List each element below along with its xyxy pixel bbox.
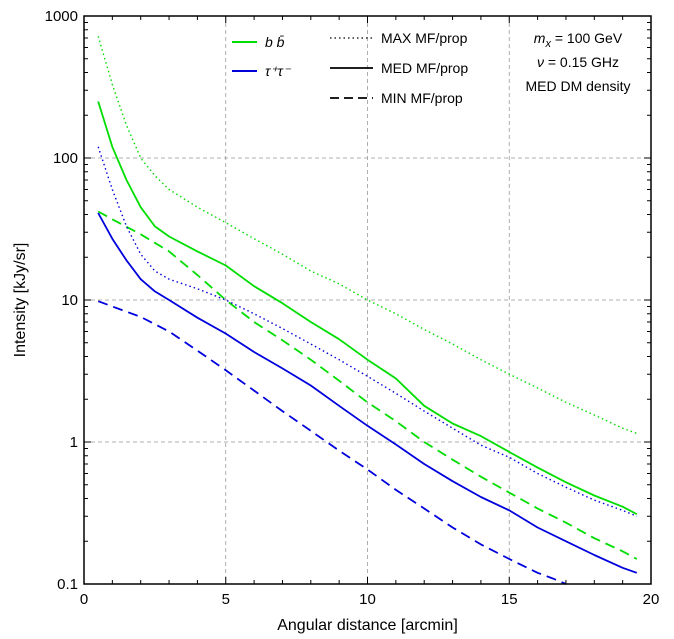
series-tautau-dotted [97, 146, 638, 517]
y-tick-label: 0.1 [57, 576, 78, 593]
series-tautau-dashed [97, 300, 567, 585]
channel-legend: b b̄ τ⁺τ⁻ [232, 34, 292, 79]
x-axis-title: Angular distance [arcmin] [277, 617, 458, 634]
annotation-density: MED DM density [525, 78, 630, 94]
mass-value: = 100 GeV [551, 30, 623, 46]
frequency-symbol: ν [537, 54, 544, 70]
x-tick-label: 5 [222, 591, 230, 608]
frequency-value: = 0.15 GHz [544, 54, 619, 70]
legend-min-label: MIN MF/prop [381, 90, 463, 106]
series-bb-dashed [97, 210, 638, 560]
grid [84, 16, 651, 584]
y-tick-label: 1 [70, 434, 78, 451]
series-bb-solid [97, 101, 638, 515]
x-tick-label: 15 [501, 591, 518, 608]
y-tick-label: 10 [61, 292, 78, 309]
annotation-mass: mx = 100 GeV [534, 30, 623, 50]
x-tick-label: 0 [80, 591, 88, 608]
series-tautau-solid [97, 212, 638, 574]
y-tick-label: 1000 [45, 8, 78, 25]
x-tick-label: 10 [359, 591, 376, 608]
series-bb-dotted [97, 36, 638, 435]
legend-max-label: MAX MF/prop [381, 30, 468, 46]
mass-subscript: x [544, 38, 551, 50]
ticks: 0 5 10 15 20 0.1 1 10 100 1000 [45, 8, 660, 608]
x-tick-label: 20 [643, 591, 660, 608]
legend-bb-label: b b̄ [265, 34, 285, 50]
style-legend: MAX MF/prop MED MF/prop MIN MF/prop [330, 30, 468, 106]
y-tick-label: 100 [53, 150, 78, 167]
annotation-frequency: ν = 0.15 GHz [537, 54, 619, 70]
y-axis-title: Intensity [kJy/sr] [12, 243, 29, 358]
series-layer [97, 36, 638, 585]
mass-symbol: m [534, 30, 546, 46]
legend-med-label: MED MF/prop [381, 60, 468, 76]
legend-tautau-label: τ⁺τ⁻ [265, 63, 292, 79]
parameter-annotations: mx = 100 GeV ν = 0.15 GHz MED DM density [525, 30, 630, 94]
